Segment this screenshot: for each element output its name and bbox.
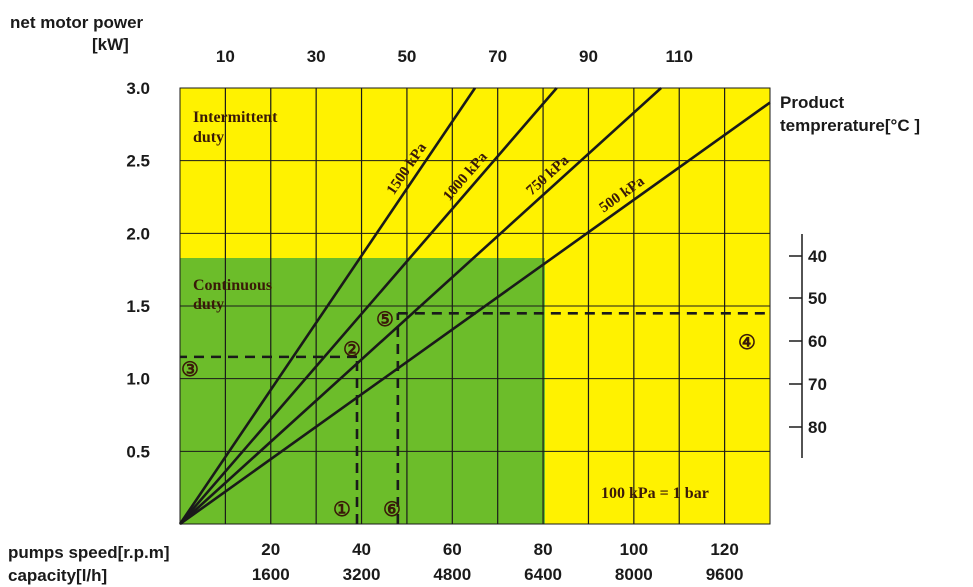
right-tick-label: 40: [808, 247, 827, 266]
right-axis-ticks: 40 50 60 70 80: [789, 247, 827, 437]
conversion-note: 100 kPa = 1 bar: [601, 485, 709, 502]
example-paths: [180, 311, 770, 524]
capacity-axis-title: capacity[l/h]: [8, 566, 107, 585]
left-tick-label: 2.0: [126, 224, 150, 243]
series-line: [179, 87, 558, 525]
series-line: [179, 101, 771, 526]
top-axis-ticks: 10 30 50 70 90 110: [216, 47, 693, 66]
right-axis-title: Product: [780, 93, 845, 112]
right-axis-unit: temprerature[°C ]: [780, 116, 920, 135]
capacity-tick-label: 4800: [433, 565, 471, 584]
top-tick-label: 10: [216, 47, 235, 66]
right-tick-label: 80: [808, 418, 827, 437]
left-axis-unit: [kW]: [92, 35, 129, 54]
top-tick-label: 30: [307, 47, 326, 66]
grid-lines: [180, 88, 770, 524]
right-tick-label: 60: [808, 332, 827, 351]
capacity-tick-label: 3200: [343, 565, 381, 584]
speed-tick-label: 120: [710, 540, 738, 559]
marker-1: ①: [333, 499, 351, 521]
series-line: [179, 87, 662, 525]
continuous-label-2: duty: [193, 296, 224, 313]
capacity-tick-label: 1600: [252, 565, 290, 584]
plot-frame: [179, 87, 771, 525]
capacity-tick-label: 8000: [615, 565, 653, 584]
speed-axis-title: pumps speed[r.p.m]: [8, 543, 170, 562]
capacity-tick-label: 9600: [706, 565, 744, 584]
top-tick-label: 90: [579, 47, 598, 66]
marker-2: ②: [343, 339, 361, 361]
left-axis-ticks: 3.0 2.5 2.0 1.5 1.0 0.5: [126, 79, 150, 461]
marker-4: ④: [738, 332, 756, 354]
right-tick-label: 70: [808, 375, 827, 394]
capacity-tick-label: 6400: [524, 565, 562, 584]
left-axis-title: net motor power: [10, 13, 144, 32]
pressure-lines: [178, 87, 771, 526]
marker-6: ⑥: [383, 499, 401, 521]
right-tick-label: 50: [808, 289, 827, 308]
top-tick-label: 110: [666, 47, 693, 66]
left-tick-label: 1.0: [126, 370, 150, 389]
intermittent-label-1: Intermittent: [193, 109, 278, 126]
continuous-label-1: Continuous: [193, 277, 272, 294]
speed-tick-label: 100: [620, 540, 648, 559]
bottom-axis-ticks: 20 40 60 80 100 120 1600 3200 4800 6400 8000 9600: [252, 540, 744, 584]
speed-tick-label: 80: [534, 540, 553, 559]
intermittent-label-2: duty: [193, 129, 224, 146]
left-tick-label: 1.5: [126, 297, 150, 316]
top-tick-label: 50: [397, 47, 416, 66]
top-tick-label: 70: [488, 47, 507, 66]
speed-tick-label: 40: [352, 540, 371, 559]
left-tick-label: 2.5: [126, 152, 150, 171]
left-tick-label: 3.0: [126, 79, 150, 98]
series-line: [178, 87, 477, 525]
speed-tick-label: 60: [443, 540, 462, 559]
speed-tick-label: 20: [261, 540, 280, 559]
left-tick-label: 0.5: [126, 442, 150, 461]
marker-5: ⑤: [376, 309, 394, 331]
marker-3: ③: [181, 359, 199, 381]
